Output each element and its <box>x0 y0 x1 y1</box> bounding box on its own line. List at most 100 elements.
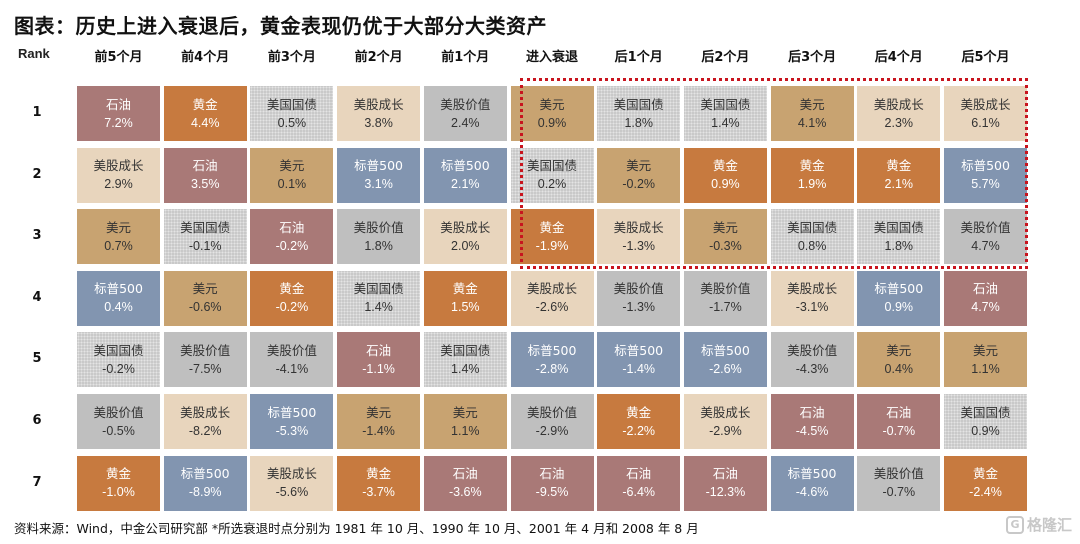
asset-name: 美股价值 <box>960 219 1011 235</box>
return-value: -9.5% <box>535 485 569 500</box>
table-cell: 黄金 -2.4% <box>944 455 1027 511</box>
table-cell: 石油 4.7% <box>944 270 1027 326</box>
return-value: 0.9% <box>971 423 1000 438</box>
return-value: 0.8% <box>797 238 827 253</box>
return-value: 0.4% <box>104 300 133 315</box>
asset-name: 黄金 <box>105 466 131 482</box>
return-value: -2.2% <box>622 423 656 438</box>
asset-name: 美国国债 <box>93 342 144 358</box>
column-header: 后5个月 <box>961 50 1010 65</box>
table-cell: 美股成长 -3.1% <box>770 270 854 326</box>
return-value: -0.7% <box>882 423 916 438</box>
asset-name: 石油 <box>452 466 478 482</box>
return-value: -2.9% <box>709 423 742 438</box>
return-value: 2.1% <box>884 177 914 192</box>
asset-name: 美股成长 <box>440 219 491 235</box>
asset-name: 美元 <box>972 342 998 358</box>
return-value: 1.4% <box>711 115 740 130</box>
rank-header: Rank <box>18 46 50 61</box>
table-cell: 石油 -12.3% <box>683 455 767 511</box>
asset-name: 标普500 <box>94 281 143 297</box>
table-cell: 美国国债 -0.1% <box>163 209 247 265</box>
table-cell: 黄金 -1.9% <box>510 209 594 265</box>
return-value: -2.6% <box>535 300 569 315</box>
asset-name: 黄金 <box>279 281 305 297</box>
table-cell: 美股价值 -0.5% <box>77 394 160 449</box>
table-cell: 美股成长 3.8% <box>337 86 421 141</box>
return-value: 1.4% <box>364 300 393 315</box>
asset-name: 美元 <box>366 404 392 420</box>
table-cell: 石油 -0.2% <box>250 209 334 265</box>
table-cell: 美股价值 4.7% <box>944 209 1027 265</box>
return-value: 3.1% <box>364 177 393 192</box>
asset-name: 美股成长 <box>93 158 144 174</box>
return-value: 1.8% <box>624 115 653 130</box>
asset-name: 标普500 <box>267 404 317 420</box>
table-cell: 标普500 -5.3% <box>250 394 334 449</box>
return-value: -3.1% <box>795 300 829 315</box>
return-value: 7.2% <box>104 115 133 130</box>
asset-name: 标普500 <box>787 466 837 482</box>
return-value: -0.5% <box>102 423 135 438</box>
column-header: 后4个月 <box>874 50 923 65</box>
table-cell: 美股成长 2.3% <box>857 86 941 141</box>
asset-name: 美元 <box>452 404 478 420</box>
column-header: 前5个月 <box>94 50 143 65</box>
column-header: 后3个月 <box>788 50 837 65</box>
table-cell: 美元 -1.4% <box>337 394 421 449</box>
table-cell: 标普500 5.7% <box>944 147 1027 203</box>
table-cell: 黄金 -3.7% <box>337 455 421 511</box>
table-cell: 美国国债 1.4% <box>423 332 507 388</box>
asset-name: 美元 <box>192 281 218 297</box>
return-value: 0.2% <box>537 177 567 192</box>
table-cell: 标普500 -1.4% <box>597 332 681 388</box>
watermark: G 格隆汇 <box>1005 514 1072 535</box>
asset-name: 石油 <box>366 342 392 358</box>
table-cell: 标普500 0.4% <box>77 270 160 326</box>
asset-name: 美股成长 <box>960 96 1011 112</box>
rank-label: 3 <box>32 228 42 244</box>
return-value: 2.4% <box>451 115 480 130</box>
return-value: -0.7% <box>882 485 916 500</box>
return-value: 0.1% <box>277 177 307 192</box>
asset-name: 美股成长 <box>700 404 751 420</box>
asset-name: 标普500 <box>180 466 230 482</box>
table-cell: 美股价值 -2.9% <box>510 394 594 449</box>
return-value: -0.2% <box>102 361 135 376</box>
return-value: 4.4% <box>190 115 220 130</box>
table-cell: 黄金 1.5% <box>423 270 507 326</box>
asset-name: 美元 <box>886 342 912 358</box>
asset-name: 美股价值 <box>353 219 404 235</box>
table-cell: 美股价值 -1.3% <box>597 270 681 326</box>
column-header: 前2个月 <box>354 50 403 65</box>
return-value: -4.5% <box>795 423 829 438</box>
return-value: -8.9% <box>188 485 222 500</box>
table-cell: 美股成长 -8.2% <box>163 394 247 449</box>
asset-name: 美元 <box>539 96 565 112</box>
asset-name: 石油 <box>886 404 912 420</box>
asset-name: 标普500 <box>700 342 750 358</box>
return-value: -3.6% <box>448 485 482 500</box>
return-value: 2.1% <box>451 177 480 192</box>
table-cell: 美元 4.1% <box>770 86 854 141</box>
table-cell: 美股价值 -7.5% <box>163 332 247 388</box>
asset-name: 美国国债 <box>180 219 231 235</box>
table-cell: 黄金 -2.2% <box>597 394 681 449</box>
watermark-text: 格隆汇 <box>1026 516 1072 534</box>
asset-name: 美股价值 <box>787 342 838 358</box>
return-value: -0.6% <box>188 300 222 315</box>
table-cell: 美股成长 -5.6% <box>250 455 334 511</box>
return-value: 5.7% <box>971 177 1000 192</box>
asset-name: 美股成长 <box>526 281 577 297</box>
asset-name: 石油 <box>799 404 825 420</box>
asset-name: 美股价值 <box>440 96 491 112</box>
table-cell: 美元 -0.2% <box>597 147 681 203</box>
table-cell: 黄金 2.1% <box>857 147 941 203</box>
return-value: 1.8% <box>884 238 914 253</box>
return-value: -5.3% <box>275 423 309 438</box>
asset-name: 黄金 <box>192 96 218 112</box>
return-value: -2.9% <box>535 423 569 438</box>
table-cell: 标普500 3.1% <box>337 147 421 203</box>
table-cell: 美股成长 -2.6% <box>510 270 594 326</box>
asset-name: 石油 <box>972 281 998 297</box>
